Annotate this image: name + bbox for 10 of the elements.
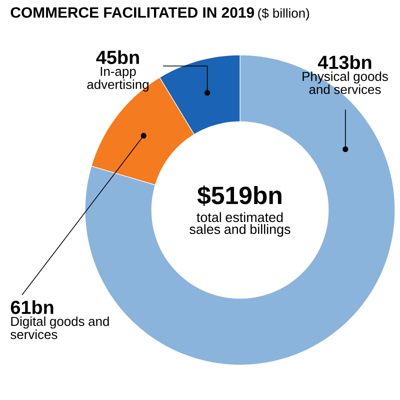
slice-label: Physical goods and services [302, 71, 388, 94]
slice-label: Digital goods and services [10, 316, 109, 340]
slice-label: In-app advertising [87, 66, 148, 92]
data-label: 45bn [96, 50, 139, 64]
data-label: 413bn [318, 55, 372, 70]
chart-subtitle: ($ billion) [258, 8, 310, 20]
data-label: 61bn [10, 300, 54, 314]
chart-title: COMMERCE FACILITATED IN 2019 [10, 7, 254, 18]
text: total estimated sales and billings [190, 212, 290, 237]
text: $519bn [197, 186, 282, 206]
